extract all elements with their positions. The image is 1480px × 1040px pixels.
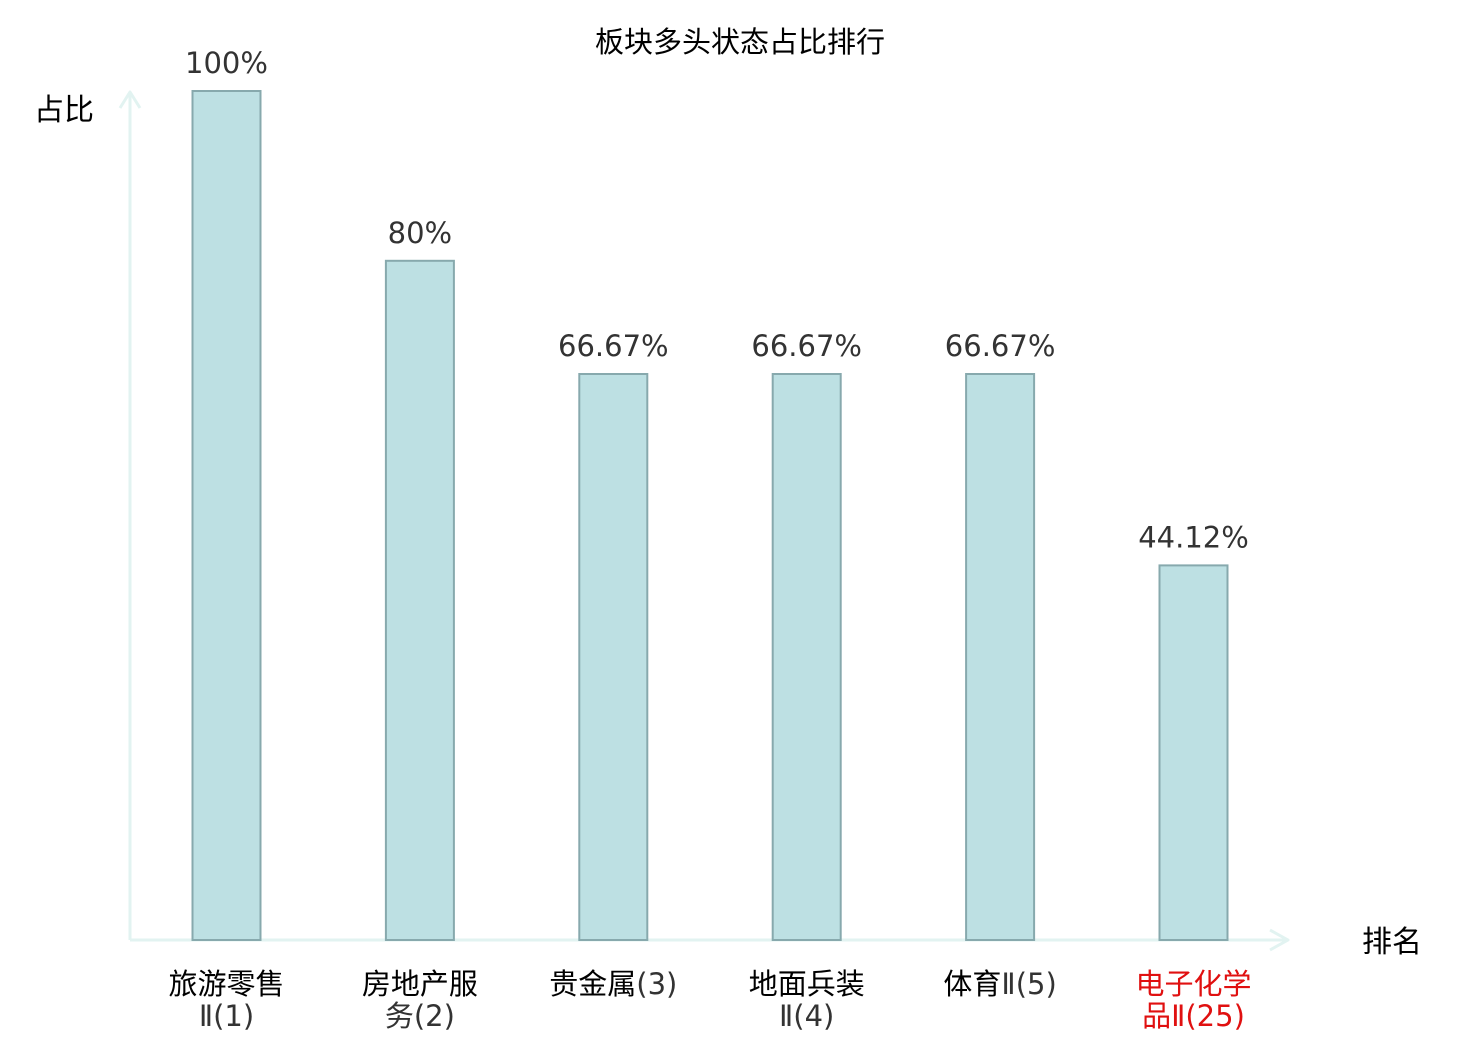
bar <box>191 90 262 941</box>
bar-value-label: 66.67% <box>751 329 862 363</box>
bar-value-label: 100% <box>185 46 268 80</box>
bar <box>965 373 1036 941</box>
x-tick-label: 地面兵装 Ⅱ(4) <box>749 967 865 1033</box>
tick-labels-group: 旅游零售 Ⅱ(1) 房地产服务(2) 贵金属(3) 地面兵装 Ⅱ(4) 体育Ⅱ(5) 电子化学… <box>168 967 1251 1033</box>
x-axis-label: 排名 <box>1362 925 1422 960</box>
bar <box>384 259 455 941</box>
value-labels-group: 100% 80% 66.67% 66.67% 66.67% 44.12% <box>185 46 1249 554</box>
bar <box>578 373 649 941</box>
bar-value-label: 80% <box>388 216 452 250</box>
bar-value-label: 66.67% <box>558 329 669 363</box>
y-axis <box>118 90 142 940</box>
x-tick-label: 旅游零售 Ⅱ(1) <box>168 967 284 1033</box>
x-axis <box>130 928 1290 952</box>
x-tick-label: 体育Ⅱ(5) <box>943 967 1056 1001</box>
x-tick-label: 贵金属(3) <box>549 967 677 1001</box>
x-tick-label: 电子化学品Ⅱ(25) <box>1135 967 1251 1033</box>
bar <box>771 373 842 941</box>
bars-group <box>191 90 1229 942</box>
x-tick-label: 房地产服务(2) <box>362 967 478 1033</box>
bar <box>1158 564 1229 942</box>
bar-value-label: 66.67% <box>945 329 1056 363</box>
y-axis-label: 占比 <box>34 93 94 128</box>
chart-title: 板块多头状态占比排行 <box>595 25 885 59</box>
bar-value-label: 44.12% <box>1138 520 1249 554</box>
